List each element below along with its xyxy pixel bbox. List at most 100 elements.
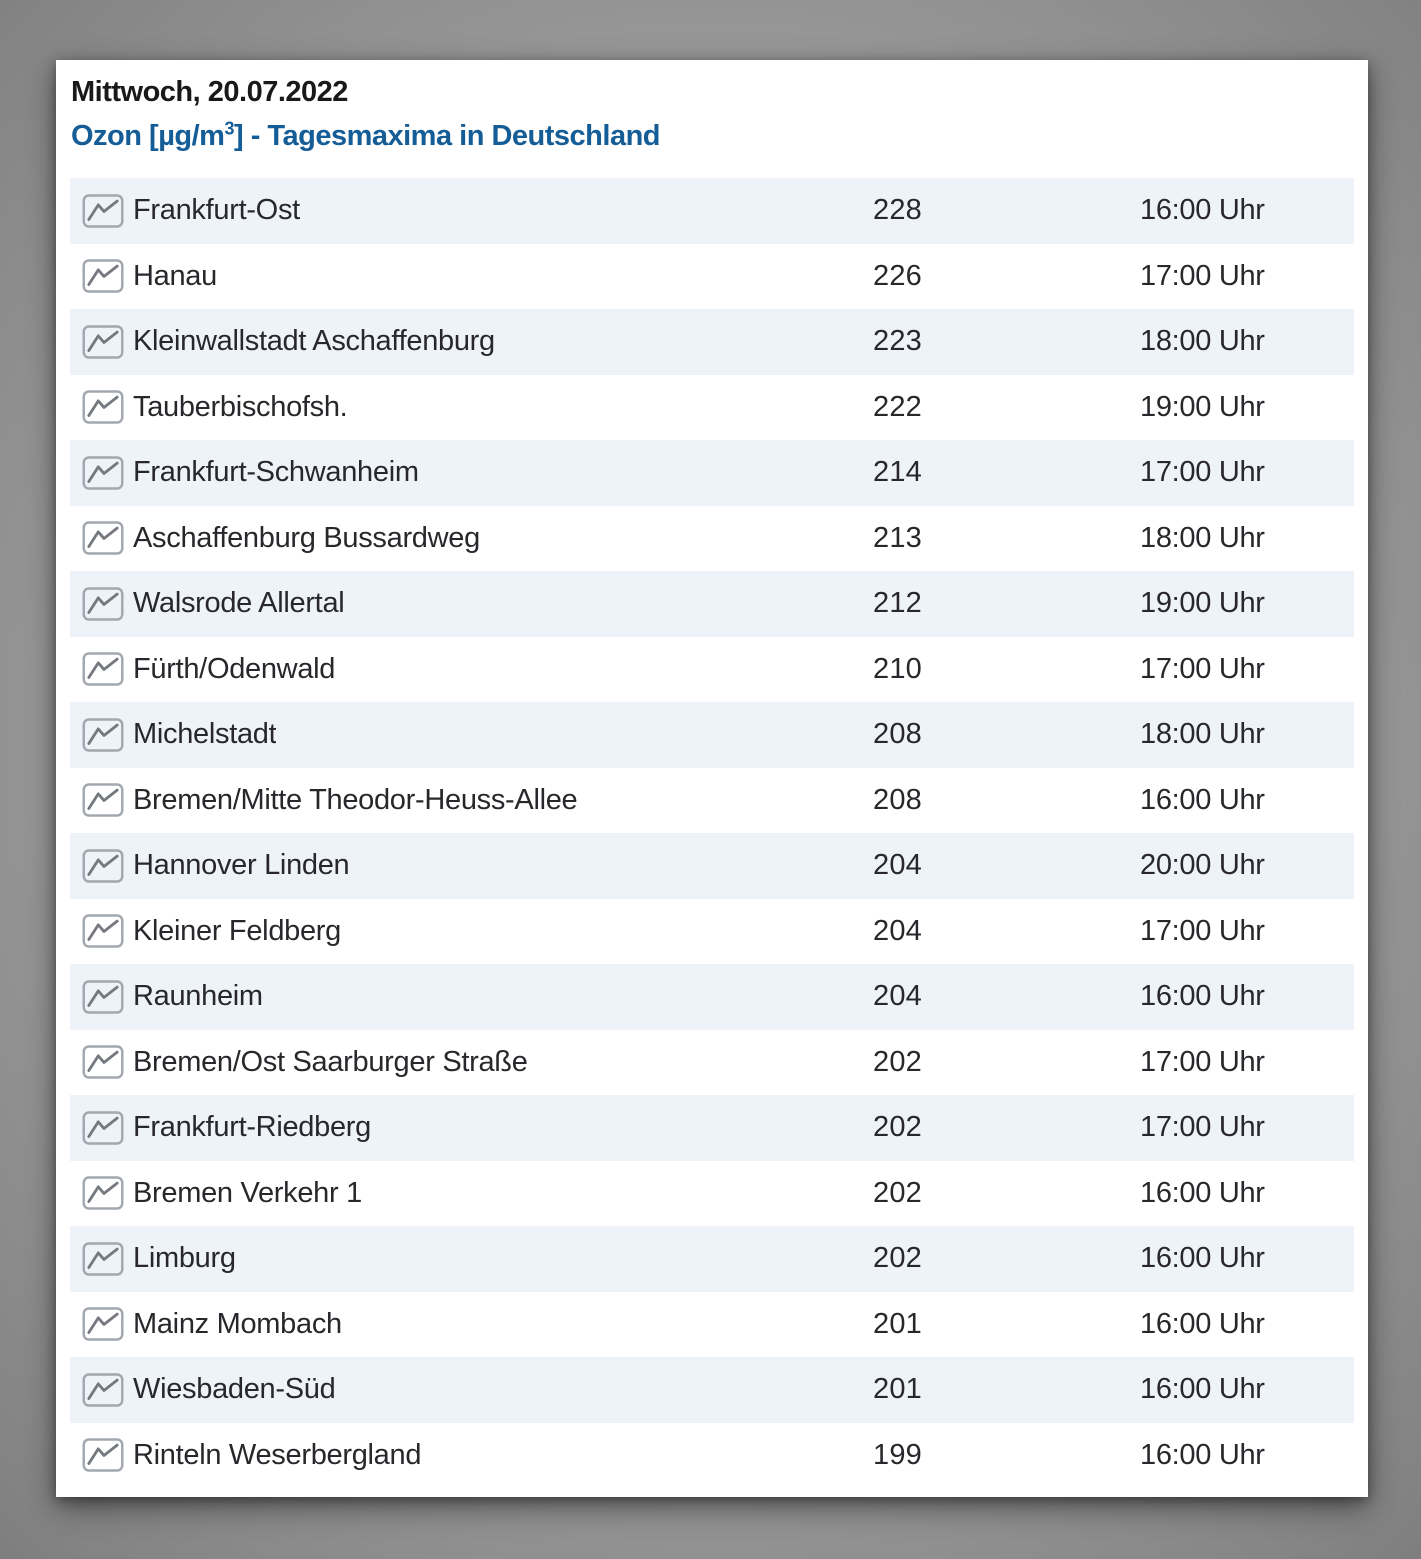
station-row[interactable]: Wiesbaden-Süd 201 16:00 Uhr bbox=[70, 1357, 1354, 1423]
line-chart-icon[interactable] bbox=[82, 521, 124, 555]
max-time: 16:00 Uhr bbox=[1140, 1373, 1265, 1406]
line-chart-icon[interactable] bbox=[82, 390, 124, 424]
max-time: 16:00 Uhr bbox=[1140, 194, 1265, 227]
station-name: Limburg bbox=[133, 1242, 236, 1275]
ozone-report-card: Mittwoch, 20.07.2022 Ozon [µg/m3] - Tage… bbox=[56, 60, 1368, 1497]
station-row[interactable]: Fürth/Odenwald 210 17:00 Uhr bbox=[70, 636, 1354, 702]
line-chart-icon[interactable] bbox=[82, 1111, 124, 1145]
ozone-value: 202 bbox=[873, 1176, 922, 1209]
line-chart-icon[interactable] bbox=[82, 325, 124, 359]
max-time: 17:00 Uhr bbox=[1140, 259, 1265, 292]
max-time: 18:00 Uhr bbox=[1140, 521, 1265, 554]
report-title-link[interactable]: Ozon [µg/m3] - Tagesmaxima in Deutschlan… bbox=[71, 118, 661, 154]
line-chart-icon[interactable] bbox=[82, 980, 124, 1014]
ozone-value: 210 bbox=[873, 652, 922, 685]
station-row[interactable]: Hannover Linden 204 20:00 Uhr bbox=[70, 833, 1354, 899]
ozone-value: 201 bbox=[873, 1307, 922, 1340]
station-row[interactable]: Michelstadt 208 18:00 Uhr bbox=[70, 702, 1354, 768]
max-time: 17:00 Uhr bbox=[1140, 652, 1265, 685]
max-time: 16:00 Uhr bbox=[1140, 1176, 1265, 1209]
station-cell: Frankfurt-Ost bbox=[70, 194, 873, 228]
station-row[interactable]: Frankfurt-Riedberg 202 17:00 Uhr bbox=[70, 1095, 1354, 1161]
station-row[interactable]: Mainz Mombach 201 16:00 Uhr bbox=[70, 1291, 1354, 1357]
report-title-prefix: Ozon [µg/m bbox=[71, 120, 225, 152]
station-name: Kleiner Feldberg bbox=[133, 914, 341, 947]
station-row[interactable]: Aschaffenburg Bussardweg 213 18:00 Uhr bbox=[70, 505, 1354, 571]
max-time: 18:00 Uhr bbox=[1140, 718, 1265, 751]
ozone-value: 223 bbox=[873, 325, 922, 358]
line-chart-icon[interactable] bbox=[82, 587, 124, 621]
station-cell: Rinteln Weserbergland bbox=[70, 1438, 873, 1472]
line-chart-icon[interactable] bbox=[82, 1242, 124, 1276]
max-time: 18:00 Uhr bbox=[1140, 325, 1265, 358]
line-chart-icon[interactable] bbox=[82, 1045, 124, 1079]
station-row[interactable]: Frankfurt-Schwanheim 214 17:00 Uhr bbox=[70, 440, 1354, 506]
ozone-value: 202 bbox=[873, 1111, 922, 1144]
ozone-value: 213 bbox=[873, 521, 922, 554]
ozone-value: 226 bbox=[873, 259, 922, 292]
station-name: Frankfurt-Schwanheim bbox=[133, 456, 419, 489]
line-chart-icon[interactable] bbox=[82, 1438, 124, 1472]
station-name: Wiesbaden-Süd bbox=[133, 1373, 336, 1406]
station-cell: Wiesbaden-Süd bbox=[70, 1373, 873, 1407]
max-time: 17:00 Uhr bbox=[1140, 1045, 1265, 1078]
station-cell: Bremen/Ost Saarburger Straße bbox=[70, 1045, 873, 1079]
station-row[interactable]: Raunheim 204 16:00 Uhr bbox=[70, 964, 1354, 1030]
line-chart-icon[interactable] bbox=[82, 652, 124, 686]
station-name: Rinteln Weserbergland bbox=[133, 1438, 422, 1471]
station-row[interactable]: Limburg 202 16:00 Uhr bbox=[70, 1226, 1354, 1292]
line-chart-icon[interactable] bbox=[82, 1373, 124, 1407]
station-name: Walsrode Allertal bbox=[133, 587, 345, 620]
ozone-value: 208 bbox=[873, 783, 922, 816]
station-cell: Walsrode Allertal bbox=[70, 587, 873, 621]
station-name: Hannover Linden bbox=[133, 849, 350, 882]
station-cell: Bremen Verkehr 1 bbox=[70, 1176, 873, 1210]
station-row[interactable]: Bremen/Mitte Theodor-Heuss-Allee 208 16:… bbox=[70, 767, 1354, 833]
ozone-value: 208 bbox=[873, 718, 922, 751]
line-chart-icon[interactable] bbox=[82, 1307, 124, 1341]
line-chart-icon[interactable] bbox=[82, 194, 124, 228]
station-cell: Frankfurt-Riedberg bbox=[70, 1111, 873, 1145]
line-chart-icon[interactable] bbox=[82, 783, 124, 817]
station-row[interactable]: Tauberbischofsh. 222 19:00 Uhr bbox=[70, 374, 1354, 440]
line-chart-icon[interactable] bbox=[82, 718, 124, 752]
max-time: 16:00 Uhr bbox=[1140, 1307, 1265, 1340]
station-name: Michelstadt bbox=[133, 718, 277, 751]
station-cell: Aschaffenburg Bussardweg bbox=[70, 521, 873, 555]
ozone-value: 228 bbox=[873, 194, 922, 227]
station-row[interactable]: Frankfurt-Ost 228 16:00 Uhr bbox=[70, 178, 1354, 244]
line-chart-icon[interactable] bbox=[82, 456, 124, 490]
station-row[interactable]: Bremen/Ost Saarburger Straße 202 17:00 U… bbox=[70, 1029, 1354, 1095]
station-cell: Kleinwallstadt Aschaffenburg bbox=[70, 325, 873, 359]
report-title-suffix: ] - Tagesmaxima in Deutschland bbox=[233, 120, 661, 152]
line-chart-icon[interactable] bbox=[82, 849, 124, 883]
station-name: Fürth/Odenwald bbox=[133, 652, 336, 685]
max-time: 16:00 Uhr bbox=[1140, 980, 1265, 1013]
max-time: 16:00 Uhr bbox=[1140, 783, 1265, 816]
station-cell: Michelstadt bbox=[70, 718, 873, 752]
line-chart-icon[interactable] bbox=[82, 1176, 124, 1210]
station-cell: Raunheim bbox=[70, 980, 873, 1014]
max-time: 19:00 Uhr bbox=[1140, 587, 1265, 620]
ozone-value: 204 bbox=[873, 980, 922, 1013]
report-header: Mittwoch, 20.07.2022 Ozon [µg/m3] - Tage… bbox=[56, 60, 1368, 154]
report-date: Mittwoch, 20.07.2022 bbox=[71, 76, 348, 108]
station-cell: Hanau bbox=[70, 259, 873, 293]
line-chart-icon[interactable] bbox=[82, 259, 124, 293]
ozone-value: 204 bbox=[873, 914, 922, 947]
station-row[interactable]: Walsrode Allertal 212 19:00 Uhr bbox=[70, 571, 1354, 637]
station-cell: Hannover Linden bbox=[70, 849, 873, 883]
station-name: Bremen/Mitte Theodor-Heuss-Allee bbox=[133, 783, 578, 816]
station-row[interactable]: Bremen Verkehr 1 202 16:00 Uhr bbox=[70, 1160, 1354, 1226]
station-row[interactable]: Kleinwallstadt Aschaffenburg 223 18:00 U… bbox=[70, 309, 1354, 375]
line-chart-icon[interactable] bbox=[82, 914, 124, 948]
ozone-value: 202 bbox=[873, 1045, 922, 1078]
ozone-value: 214 bbox=[873, 456, 922, 489]
station-name: Aschaffenburg Bussardweg bbox=[133, 521, 480, 554]
station-row[interactable]: Hanau 226 17:00 Uhr bbox=[70, 243, 1354, 309]
station-row[interactable]: Rinteln Weserbergland 199 16:00 Uhr bbox=[70, 1422, 1354, 1488]
station-name: Tauberbischofsh. bbox=[133, 390, 348, 423]
station-row[interactable]: Kleiner Feldberg 204 17:00 Uhr bbox=[70, 898, 1354, 964]
ozone-value: 204 bbox=[873, 849, 922, 882]
max-time: 17:00 Uhr bbox=[1140, 914, 1265, 947]
